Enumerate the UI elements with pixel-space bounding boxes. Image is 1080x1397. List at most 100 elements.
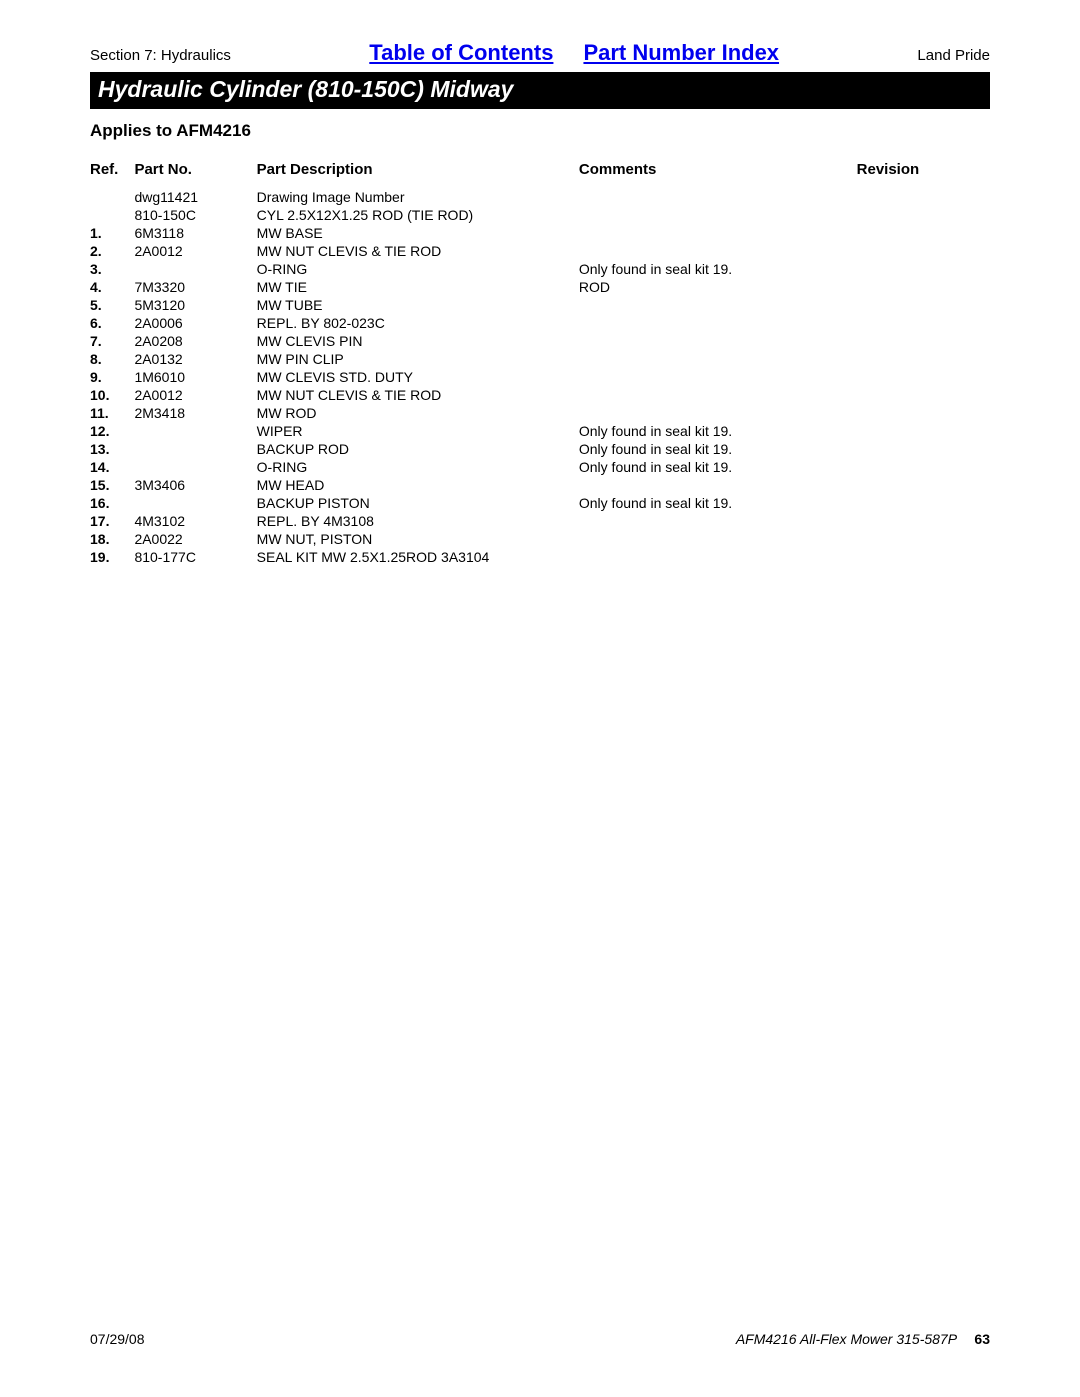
cell-revision [857, 548, 990, 566]
page-title: Hydraulic Cylinder (810-150C) Midway [90, 72, 990, 109]
cell-desc: MW NUT CLEVIS & TIE ROD [257, 242, 579, 260]
footer-doc-title: AFM4216 All-Flex Mower 315-587P [736, 1331, 957, 1347]
cell-desc: MW TIE [257, 278, 579, 296]
cell-ref: 14. [90, 458, 134, 476]
cell-comments [579, 530, 857, 548]
cell-revision [857, 260, 990, 278]
cell-comments [579, 476, 857, 494]
cell-comments [579, 242, 857, 260]
cell-desc: MW TUBE [257, 296, 579, 314]
col-header-desc: Part Description [257, 161, 579, 188]
cell-comments [579, 224, 857, 242]
cell-ref: 9. [90, 368, 134, 386]
cell-revision [857, 278, 990, 296]
table-row: 810-150CCYL 2.5X12X1.25 ROD (TIE ROD) [90, 206, 990, 224]
parts-table: Ref. Part No. Part Description Comments … [90, 161, 990, 566]
table-row: 10.2A0012MW NUT CLEVIS & TIE ROD [90, 386, 990, 404]
cell-ref: 2. [90, 242, 134, 260]
cell-part-no: 2A0012 [134, 386, 256, 404]
table-row: dwg11421Drawing Image Number [90, 188, 990, 206]
cell-part-no: 1M6010 [134, 368, 256, 386]
toc-link[interactable]: Table of Contents [369, 40, 553, 66]
cell-revision [857, 296, 990, 314]
footer-page-number: 63 [974, 1331, 990, 1347]
applies-to: Applies to AFM4216 [90, 121, 990, 141]
table-row: 2.2A0012MW NUT CLEVIS & TIE ROD [90, 242, 990, 260]
col-header-comments: Comments [579, 161, 857, 188]
cell-comments: Only found in seal kit 19. [579, 458, 857, 476]
cell-ref: 19. [90, 548, 134, 566]
cell-ref: 11. [90, 404, 134, 422]
cell-desc: BACKUP PISTON [257, 494, 579, 512]
cell-comments: Only found in seal kit 19. [579, 260, 857, 278]
cell-part-no: 2A0022 [134, 530, 256, 548]
table-header-row: Ref. Part No. Part Description Comments … [90, 161, 990, 188]
cell-revision [857, 512, 990, 530]
cell-revision [857, 494, 990, 512]
table-row: 18.2A0022MW NUT, PISTON [90, 530, 990, 548]
cell-ref: 13. [90, 440, 134, 458]
cell-revision [857, 224, 990, 242]
cell-comments: ROD [579, 278, 857, 296]
table-row: 13.BACKUP RODOnly found in seal kit 19. [90, 440, 990, 458]
cell-revision [857, 350, 990, 368]
cell-part-no: 6M3118 [134, 224, 256, 242]
table-row: 8.2A0132MW PIN CLIP [90, 350, 990, 368]
cell-desc: MW NUT CLEVIS & TIE ROD [257, 386, 579, 404]
table-row: 4.7M3320MW TIEROD [90, 278, 990, 296]
cell-desc: MW PIN CLIP [257, 350, 579, 368]
cell-part-no: 5M3120 [134, 296, 256, 314]
cell-desc: MW ROD [257, 404, 579, 422]
col-header-revision: Revision [857, 161, 990, 188]
cell-desc: SEAL KIT MW 2.5X1.25ROD 3A3104 [257, 548, 579, 566]
cell-part-no [134, 494, 256, 512]
cell-comments [579, 206, 857, 224]
cell-desc: O-RING [257, 260, 579, 278]
cell-part-no: 810-150C [134, 206, 256, 224]
cell-revision [857, 332, 990, 350]
cell-desc: WIPER [257, 422, 579, 440]
part-number-index-link[interactable]: Part Number Index [583, 40, 779, 66]
cell-ref [90, 188, 134, 206]
cell-part-no: 810-177C [134, 548, 256, 566]
header-links: Table of Contents Part Number Index [369, 40, 779, 66]
cell-ref: 1. [90, 224, 134, 242]
table-row: 17.4M3102REPL. BY 4M3108 [90, 512, 990, 530]
cell-ref: 8. [90, 350, 134, 368]
cell-ref: 17. [90, 512, 134, 530]
cell-part-no [134, 440, 256, 458]
cell-revision [857, 404, 990, 422]
cell-comments [579, 386, 857, 404]
cell-desc: REPL. BY 4M3108 [257, 512, 579, 530]
cell-revision [857, 422, 990, 440]
cell-ref: 10. [90, 386, 134, 404]
cell-comments: Only found in seal kit 19. [579, 422, 857, 440]
cell-desc: MW HEAD [257, 476, 579, 494]
cell-part-no: 3M3406 [134, 476, 256, 494]
table-row: 9.1M6010MW CLEVIS STD. DUTY [90, 368, 990, 386]
page-header: Section 7: Hydraulics Table of Contents … [90, 40, 990, 66]
cell-revision [857, 242, 990, 260]
cell-part-no: 2M3418 [134, 404, 256, 422]
cell-desc: MW CLEVIS STD. DUTY [257, 368, 579, 386]
cell-revision [857, 206, 990, 224]
cell-part-no [134, 422, 256, 440]
cell-part-no [134, 260, 256, 278]
brand-label: Land Pride [917, 47, 990, 64]
cell-revision [857, 314, 990, 332]
cell-revision [857, 188, 990, 206]
cell-comments: Only found in seal kit 19. [579, 494, 857, 512]
cell-revision [857, 440, 990, 458]
cell-comments [579, 332, 857, 350]
cell-revision [857, 368, 990, 386]
cell-desc: MW NUT, PISTON [257, 530, 579, 548]
cell-desc: MW CLEVIS PIN [257, 332, 579, 350]
cell-revision [857, 530, 990, 548]
cell-desc: CYL 2.5X12X1.25 ROD (TIE ROD) [257, 206, 579, 224]
table-row: 3.O-RINGOnly found in seal kit 19. [90, 260, 990, 278]
cell-ref: 15. [90, 476, 134, 494]
cell-ref: 7. [90, 332, 134, 350]
col-header-ref: Ref. [90, 161, 134, 188]
footer-date: 07/29/08 [90, 1331, 145, 1347]
cell-revision [857, 458, 990, 476]
